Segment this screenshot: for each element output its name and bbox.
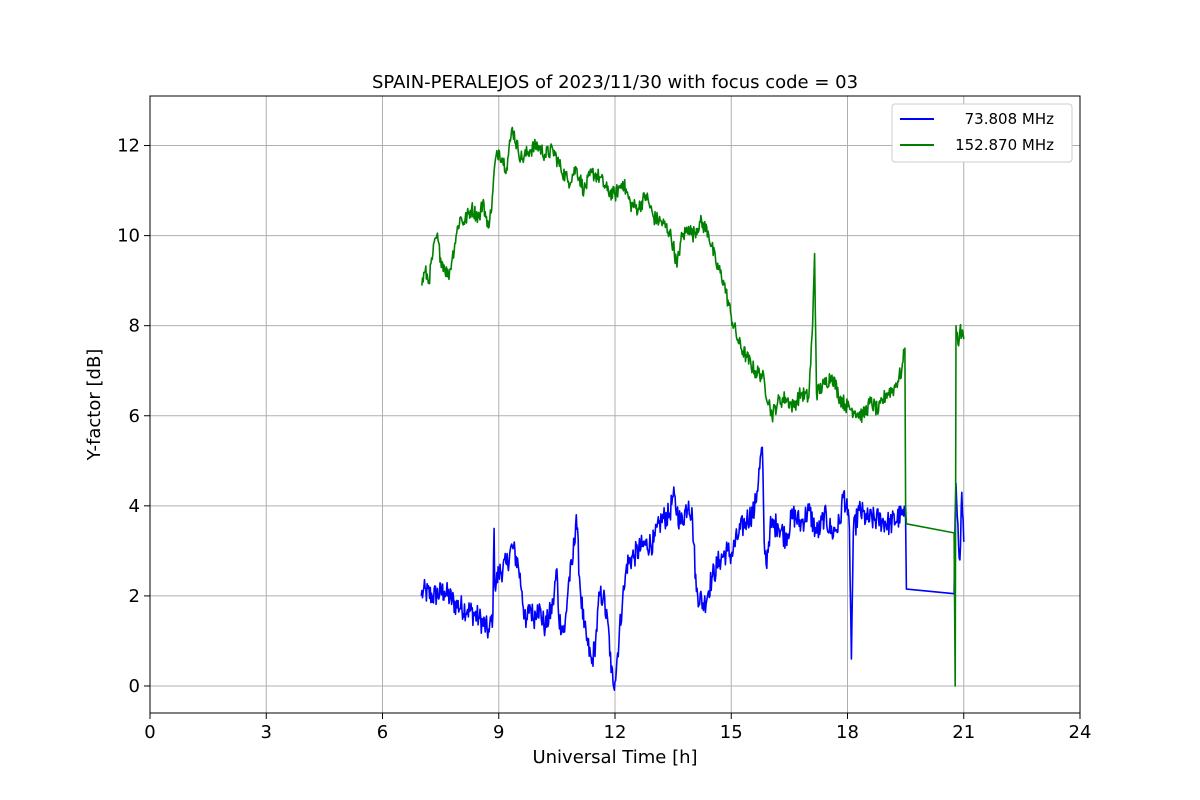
y-tick-label: 6 — [129, 406, 140, 427]
legend-label-1: 152.870 MHz — [955, 136, 1054, 154]
chart-title: SPAIN-PERALEJOS of 2023/11/30 with focus… — [372, 72, 858, 93]
legend-label-0: 73.808 MHz — [965, 110, 1054, 128]
x-tick-label: 21 — [952, 722, 975, 743]
legend-box — [891, 103, 1073, 163]
y-tick-label: 12 — [117, 136, 140, 157]
x-tick-label: 15 — [720, 722, 743, 743]
x-tick-label: 18 — [836, 722, 859, 743]
series-layer — [420, 126, 965, 691]
grid — [149, 96, 1081, 713]
y-tick-label: 2 — [129, 586, 140, 607]
x-tick-label: 6 — [377, 722, 388, 743]
y-tick-label: 10 — [117, 226, 140, 247]
x-tick-label: 24 — [1069, 722, 1092, 743]
y-tick-label: 8 — [129, 316, 140, 337]
x-tick-label: 9 — [493, 722, 504, 743]
x-tick-label: 0 — [144, 722, 155, 743]
x-axis-label: Universal Time [h] — [532, 747, 697, 768]
y-axis-label: Y-factor [dB] — [84, 349, 105, 462]
y-tick-label: 4 — [129, 496, 140, 517]
series-line-0 — [420, 446, 965, 691]
x-tick-label: 3 — [261, 722, 272, 743]
series-line-1 — [421, 126, 965, 687]
x-tick-label: 12 — [604, 722, 627, 743]
legend: 73.808 MHz 152.870 MHz — [891, 103, 1073, 163]
y-tick-label: 0 — [129, 676, 140, 697]
